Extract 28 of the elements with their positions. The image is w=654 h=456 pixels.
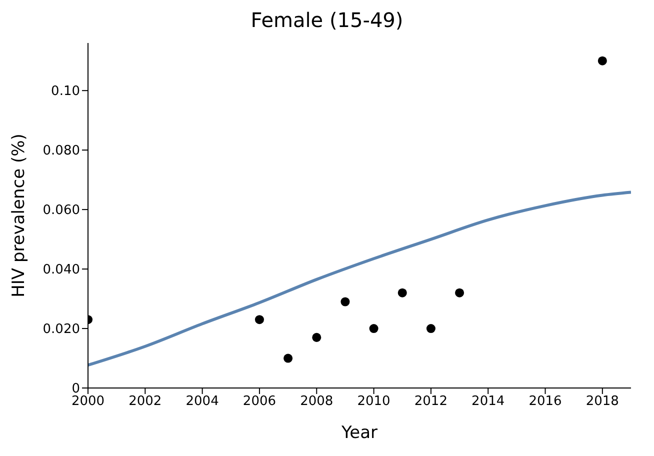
point	[598, 56, 607, 66]
line-series	[88, 190, 631, 367]
x-axis-title: Year	[340, 423, 378, 443]
x-tick-label: 2002	[128, 394, 162, 410]
y-tick-label: 0.040	[42, 262, 80, 278]
point	[455, 288, 464, 298]
y-tick-label: 0.080	[42, 144, 80, 159]
y-tick-label: 0.10	[51, 84, 80, 100]
x-tick-label: 2006	[242, 394, 276, 410]
x-tick-label: 2016	[528, 394, 562, 410]
point	[312, 332, 322, 342]
x-tick-label: 2004	[186, 394, 219, 410]
y-tick-label: 0.020	[42, 322, 80, 338]
x-tick-label: 2014	[472, 394, 505, 410]
x-tick-label: 2012	[414, 394, 448, 410]
x-tick-label: 2008	[300, 394, 334, 410]
chart-title: Female (15-49)	[250, 8, 404, 34]
x-tick-label: 2018	[586, 394, 619, 410]
point	[398, 288, 407, 298]
y-tick-label: 0.060	[42, 203, 80, 218]
y-axis-title: HIV prevalence (%)	[9, 134, 30, 298]
point	[340, 297, 350, 306]
point	[369, 324, 378, 334]
point	[426, 324, 436, 334]
x-tick-label: 2010	[357, 394, 390, 410]
point	[284, 354, 293, 363]
x-tick-label: 2000	[71, 394, 105, 410]
point	[254, 315, 264, 324]
